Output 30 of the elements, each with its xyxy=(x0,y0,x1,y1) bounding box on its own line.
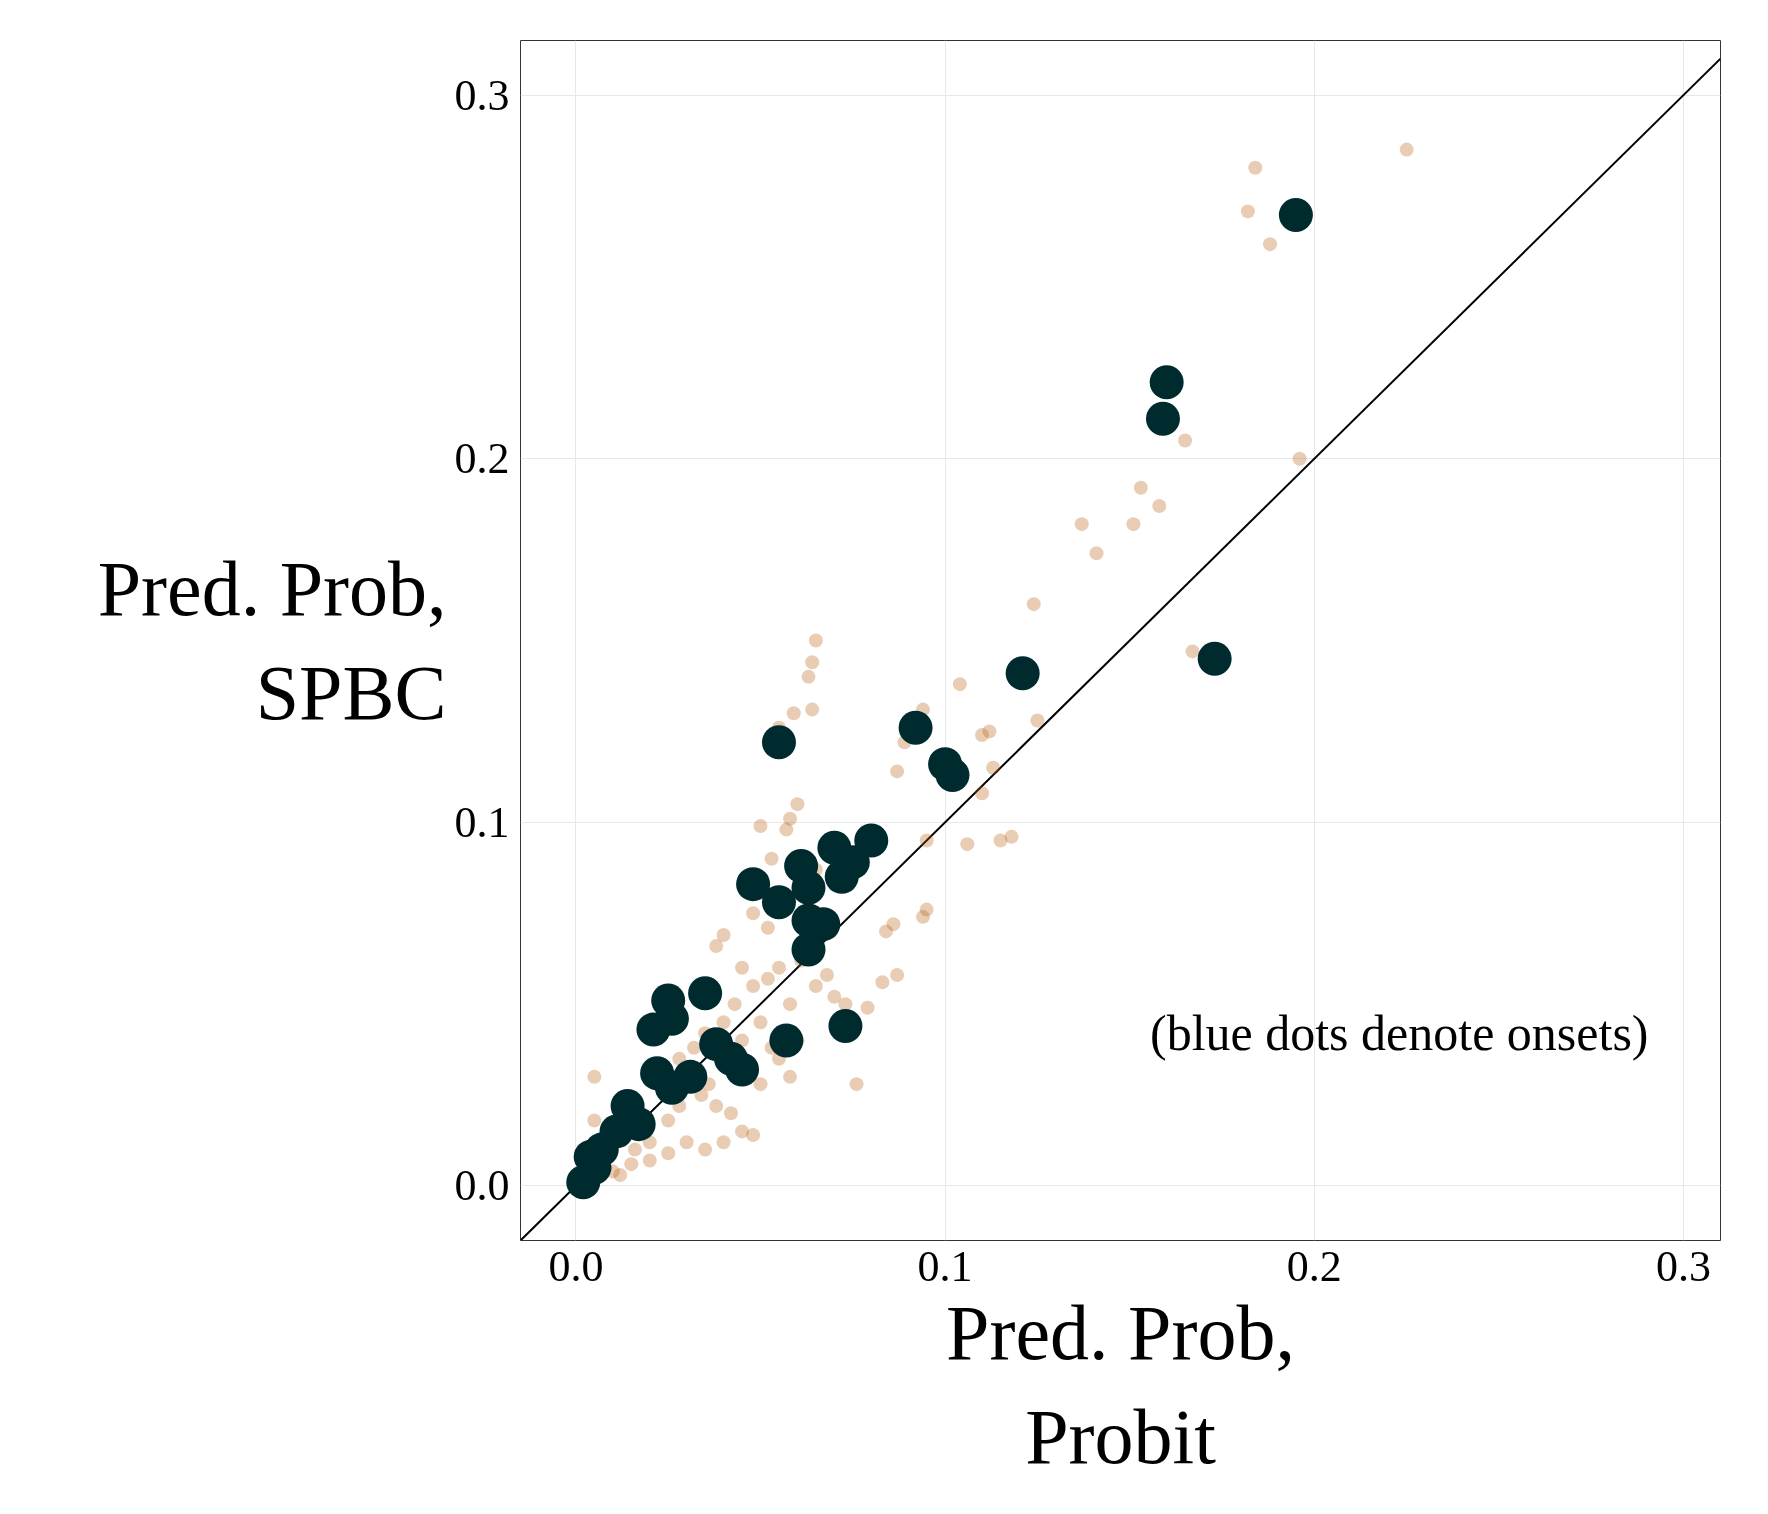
x-tick-label: 0.2 xyxy=(1286,1241,1342,1291)
point xyxy=(761,725,796,760)
annotation: (blue dots denote onsets) xyxy=(1149,1004,1649,1061)
point xyxy=(1278,198,1313,233)
point xyxy=(935,758,970,793)
x-tick-label: 0.3 xyxy=(1656,1241,1712,1291)
point xyxy=(761,885,796,920)
point xyxy=(791,870,826,905)
x-axis-title: Pred. Prob, Probit xyxy=(946,1288,1295,1480)
x-tick-label: 0.1 xyxy=(917,1241,973,1291)
point xyxy=(1197,641,1232,676)
y-axis-title: Pred. Prob, SPBC xyxy=(97,544,447,737)
point xyxy=(713,1041,748,1076)
point xyxy=(636,1012,671,1047)
point xyxy=(828,1008,863,1043)
point xyxy=(854,823,889,858)
point xyxy=(673,1059,708,1094)
point xyxy=(769,1023,804,1058)
point xyxy=(1005,656,1040,691)
y-tick-label: 0.2 xyxy=(454,434,510,484)
point xyxy=(688,976,723,1011)
point xyxy=(1149,365,1184,400)
point xyxy=(898,710,933,745)
y-tick-label: 0.1 xyxy=(454,797,510,847)
y-tick-label: 0.3 xyxy=(454,70,510,120)
point xyxy=(736,867,771,902)
x-tick-label: 0.0 xyxy=(548,1241,604,1291)
point xyxy=(791,932,826,967)
y-tick-label: 0.0 xyxy=(454,1161,510,1211)
point xyxy=(1145,401,1180,436)
